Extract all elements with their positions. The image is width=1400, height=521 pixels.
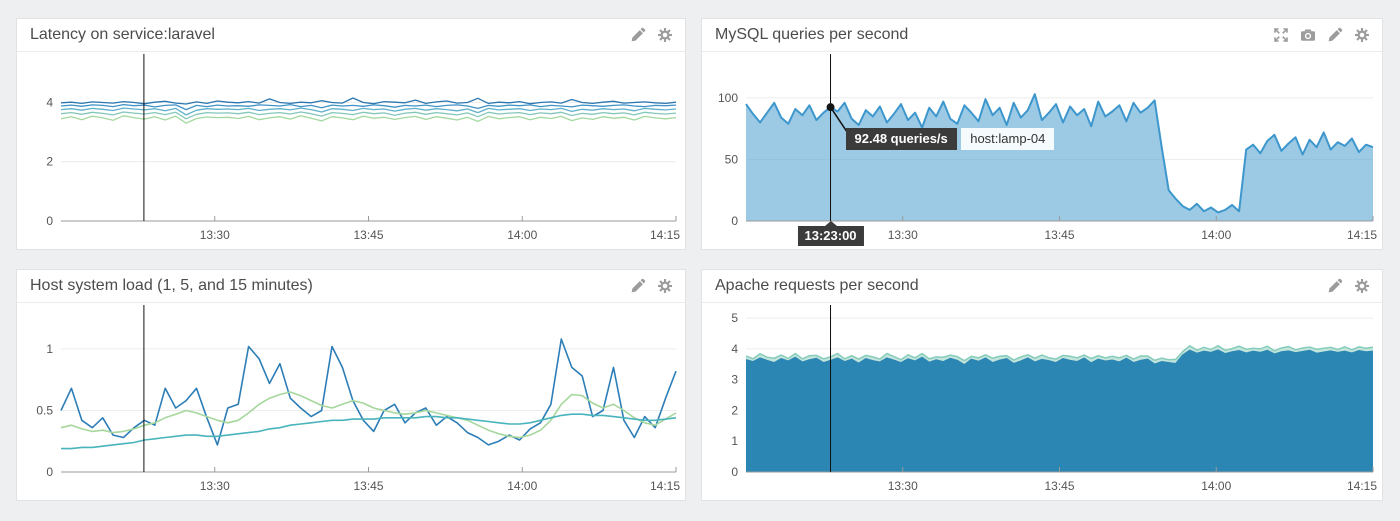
- svg-text:4: 4: [46, 95, 53, 109]
- panel-apache-header: Apache requests per second: [702, 270, 1382, 303]
- edit-pencil-icon[interactable]: [1327, 278, 1343, 294]
- panel-actions: [1327, 278, 1370, 294]
- svg-text:3: 3: [731, 373, 738, 387]
- panel-title: Latency on service:laravel: [30, 26, 215, 43]
- svg-text:5: 5: [731, 311, 738, 325]
- svg-text:1: 1: [46, 342, 53, 356]
- svg-text:13:45: 13:45: [353, 228, 383, 242]
- settings-gear-icon[interactable]: [657, 27, 673, 43]
- settings-gear-icon[interactable]: [1354, 27, 1370, 43]
- panel-title: Host system load (1, 5, and 15 minutes): [30, 277, 313, 294]
- apache-chart: 0 1 2 3 4 5 13:30 13:45 14:00 14:15: [702, 303, 1382, 499]
- svg-text:0.5: 0.5: [36, 403, 53, 417]
- load-chart-canvas[interactable]: 0 0.5 1 13:30 13:45 14:00 14:15: [17, 303, 685, 499]
- svg-text:13:45: 13:45: [1044, 479, 1074, 493]
- svg-text:14:00: 14:00: [507, 228, 537, 242]
- panel-title: MySQL queries per second: [715, 26, 909, 43]
- svg-text:14:15: 14:15: [1347, 479, 1377, 493]
- apache-chart-canvas[interactable]: 0 1 2 3 4 5 13:30 13:45 14:00 14:15: [702, 303, 1382, 499]
- svg-text:14:00: 14:00: [507, 479, 537, 493]
- svg-text:13:45: 13:45: [1044, 228, 1074, 242]
- svg-text:13:30: 13:30: [200, 479, 230, 493]
- svg-text:13:45: 13:45: [353, 479, 383, 493]
- svg-text:14:15: 14:15: [650, 228, 680, 242]
- svg-text:14:00: 14:00: [1201, 228, 1231, 242]
- panel-title: Apache requests per second: [715, 277, 919, 294]
- latency-chart-canvas[interactable]: 0 2 4 13:30 13:45 14:00 14:15: [17, 52, 685, 248]
- svg-text:1: 1: [731, 434, 738, 448]
- svg-text:100: 100: [718, 91, 738, 105]
- svg-text:13:30: 13:30: [888, 479, 918, 493]
- svg-text:50: 50: [725, 152, 739, 166]
- svg-text:0: 0: [46, 465, 53, 479]
- panel-actions: [630, 278, 673, 294]
- svg-text:13:30: 13:30: [200, 228, 230, 242]
- settings-gear-icon[interactable]: [1354, 278, 1370, 294]
- load-chart: 0 0.5 1 13:30 13:45 14:00 14:15: [17, 303, 685, 499]
- mysql-chart: 0 50 100 13:30 13:45 14:00 14:15 92.48 queries…: [702, 52, 1382, 248]
- svg-text:0: 0: [731, 465, 738, 479]
- svg-text:2: 2: [46, 155, 53, 169]
- svg-text:2: 2: [731, 403, 738, 417]
- svg-text:0: 0: [46, 214, 53, 228]
- panel-actions: [1273, 27, 1370, 43]
- edit-pencil-icon[interactable]: [1327, 27, 1343, 43]
- svg-text:14:00: 14:00: [1201, 479, 1231, 493]
- svg-text:14:15: 14:15: [650, 479, 680, 493]
- latency-chart: 0 2 4 13:30 13:45 14:00 14:15: [17, 52, 685, 248]
- panel-latency-header: Latency on service:laravel: [17, 19, 685, 52]
- svg-text:13:30: 13:30: [888, 228, 918, 242]
- edit-pencil-icon[interactable]: [630, 278, 646, 294]
- fullscreen-expand-icon[interactable]: [1273, 27, 1289, 43]
- svg-text:4: 4: [731, 342, 738, 356]
- panel-apache: Apache requests per second 0 1 2 3 4 5 13:30 13…: [701, 269, 1383, 501]
- panel-load: Host system load (1, 5, and 15 minutes) …: [16, 269, 686, 501]
- svg-text:0: 0: [731, 214, 738, 228]
- settings-gear-icon[interactable]: [657, 278, 673, 294]
- panel-mysql: MySQL queries per second 0 50 100 13:30 13:4…: [701, 18, 1383, 250]
- panel-actions: [630, 27, 673, 43]
- panel-latency: Latency on service:laravel 0 2 4 13:30 13:45…: [16, 18, 686, 250]
- edit-pencil-icon[interactable]: [630, 27, 646, 43]
- snapshot-camera-icon[interactable]: [1300, 27, 1316, 43]
- svg-text:14:15: 14:15: [1347, 228, 1377, 242]
- panel-load-header: Host system load (1, 5, and 15 minutes): [17, 270, 685, 303]
- mysql-chart-canvas[interactable]: 0 50 100 13:30 13:45 14:00 14:15: [702, 52, 1382, 248]
- panel-mysql-header: MySQL queries per second: [702, 19, 1382, 52]
